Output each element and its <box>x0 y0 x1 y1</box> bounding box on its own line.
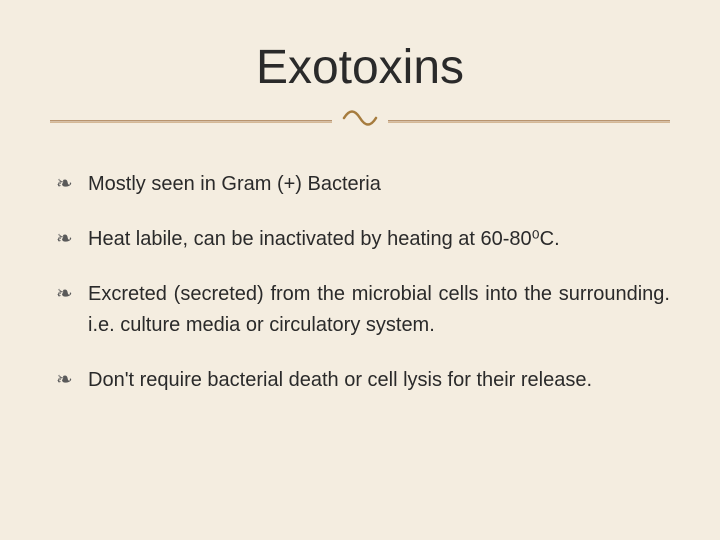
bullet-list: Mostly seen in Gram (+) Bacteria Heat la… <box>50 169 670 396</box>
bullet-item: Mostly seen in Gram (+) Bacteria <box>56 169 670 200</box>
bullet-item: Excreted (secreted) from the microbial c… <box>56 279 670 341</box>
divider-line-left <box>50 120 332 123</box>
bullet-item: Heat labile, can be inactivated by heati… <box>56 224 670 255</box>
bullet-item: Don't require bacterial death or cell ly… <box>56 365 670 396</box>
flourish-icon <box>332 103 388 139</box>
title-divider <box>50 103 670 139</box>
divider-line-right <box>388 120 670 123</box>
slide-title: Exotoxins <box>50 40 670 95</box>
